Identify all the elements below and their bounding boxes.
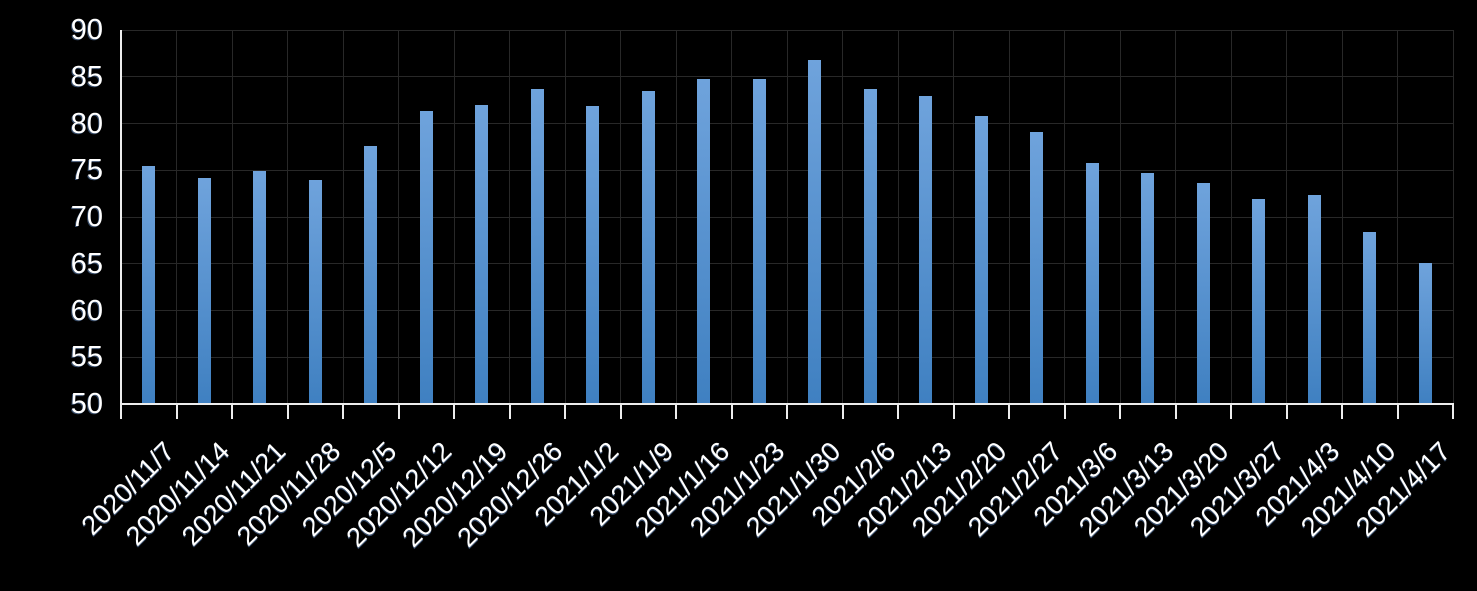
gridline-vertical [287, 30, 288, 404]
gridline-vertical [620, 30, 621, 404]
x-axis-tick [1452, 404, 1454, 419]
x-axis-tick [730, 404, 733, 419]
gridline-vertical [509, 30, 510, 404]
y-tick-label: 80 [70, 107, 103, 140]
x-axis-tick [841, 404, 844, 419]
x-axis-tick [675, 404, 677, 419]
x-axis-tick [564, 404, 566, 419]
bar [1141, 173, 1155, 404]
gridline-vertical [231, 30, 233, 404]
x-axis-tick [508, 404, 511, 419]
gridline-vertical [564, 30, 566, 404]
gridline-vertical [675, 30, 677, 404]
gridline-vertical [953, 30, 954, 404]
x-axis-tick [619, 404, 622, 419]
gridline-vertical [1230, 30, 1232, 404]
gridline-vertical [1175, 30, 1176, 404]
bar [1252, 199, 1266, 404]
gridline-vertical [786, 30, 788, 404]
y-tick-label: 60 [70, 294, 103, 327]
bar [641, 90, 655, 404]
gridline-vertical [842, 30, 843, 404]
gridline-vertical [1119, 30, 1121, 404]
bar [586, 105, 600, 404]
gridline-vertical [1064, 30, 1065, 404]
x-axis-tick [286, 404, 289, 419]
x-axis-tick [1341, 404, 1343, 419]
x-axis-tick [175, 404, 178, 419]
gridline-vertical [176, 30, 177, 404]
x-axis-tick [786, 404, 788, 419]
gridline-vertical [1286, 30, 1287, 404]
bar [752, 78, 766, 404]
x-axis-tick [231, 404, 233, 419]
x-axis-tick [1230, 404, 1232, 419]
gridline-vertical [1452, 30, 1454, 404]
x-axis-tick [1285, 404, 1288, 419]
gridline-vertical [1341, 30, 1343, 404]
x-axis-tick [952, 404, 955, 419]
x-axis-line [120, 403, 1454, 405]
y-tick-label: 85 [70, 60, 103, 93]
gridline-vertical [1008, 30, 1010, 404]
y-tick-label: 65 [70, 247, 103, 280]
bar [974, 116, 988, 404]
x-axis-tick [1396, 404, 1399, 419]
y-tick-label: 75 [70, 154, 103, 187]
bar [919, 96, 933, 404]
gridline-vertical [731, 30, 732, 404]
gridline-vertical [398, 30, 399, 404]
bar [364, 145, 378, 404]
bar [530, 88, 544, 404]
bar [1196, 183, 1210, 404]
x-axis-tick [453, 404, 455, 419]
x-axis-tick [120, 404, 122, 419]
x-axis-tick [897, 404, 899, 419]
bar [1363, 231, 1377, 404]
bar [1030, 131, 1044, 404]
bar [1307, 194, 1321, 404]
y-axis-line [120, 30, 122, 408]
y-tick-label: 50 [70, 388, 103, 420]
x-axis-tick [1119, 404, 1121, 419]
bar [419, 111, 433, 404]
bar [197, 177, 211, 404]
bar [863, 88, 877, 404]
y-tick-label: 90 [70, 14, 103, 46]
gridline-vertical [342, 30, 344, 404]
x-axis-tick [1008, 404, 1010, 419]
x-axis-tick [1174, 404, 1177, 419]
x-axis-tick [342, 404, 344, 419]
plot-area [121, 29, 1454, 404]
gridline-vertical [897, 30, 899, 404]
y-tick-label: 55 [70, 341, 103, 374]
bar [142, 165, 156, 404]
bar [475, 104, 489, 404]
gridline-vertical [453, 30, 455, 404]
bar [1085, 162, 1099, 404]
y-tick-label: 70 [70, 201, 103, 233]
gridline-vertical [1397, 30, 1398, 404]
x-axis-tick [1063, 404, 1066, 419]
bar [308, 179, 322, 404]
x-axis-tick [397, 404, 400, 419]
bar [253, 171, 267, 404]
bar [808, 59, 822, 404]
bar [1418, 262, 1432, 404]
bar [697, 78, 711, 404]
